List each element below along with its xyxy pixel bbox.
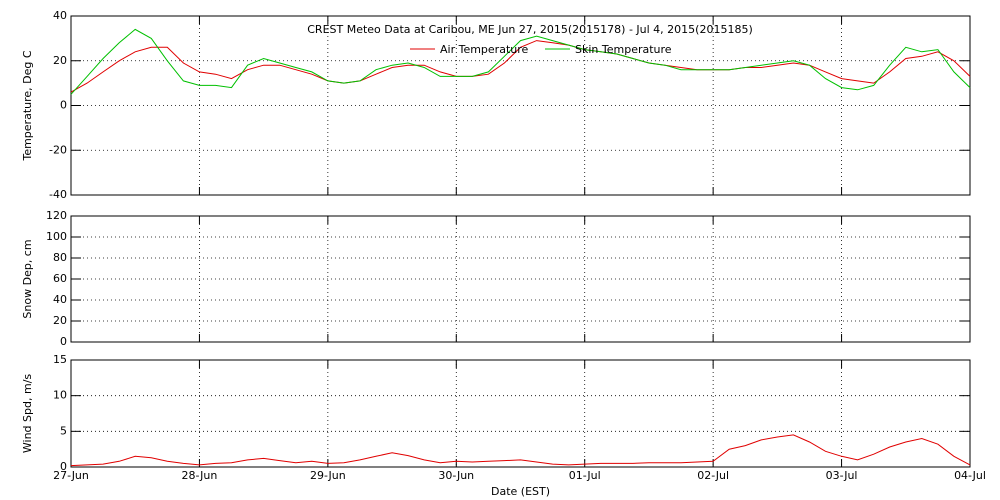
y-tick-label: 15 <box>53 353 67 366</box>
y-axis-label: Wind Spd, m/s <box>21 374 34 454</box>
y-tick-label: 10 <box>53 389 67 402</box>
y-tick-label: 20 <box>53 54 67 67</box>
y-tick-label: 0 <box>60 335 67 348</box>
y-tick-label: -40 <box>49 188 67 201</box>
y-tick-label: 60 <box>53 272 67 285</box>
y-tick-label: 40 <box>53 9 67 22</box>
y-tick-label: 80 <box>53 251 67 264</box>
y-tick-label: 20 <box>53 314 67 327</box>
y-tick-label: 0 <box>60 460 67 473</box>
plot-frame <box>70 359 971 468</box>
data-line <box>70 434 971 467</box>
x-axis-label: Date (EST) <box>491 485 550 498</box>
x-tick-label: 04-Jul <box>954 469 986 482</box>
chart-title: CREST Meteo Data at Caribou, ME Jun 27, … <box>307 23 753 36</box>
data-line <box>70 28 971 95</box>
x-tick-label: 02-Jul <box>697 469 729 482</box>
data-line <box>70 40 971 93</box>
x-tick-label: 27-Jun <box>53 469 89 482</box>
x-tick-label: 29-Jun <box>310 469 346 482</box>
x-tick-label: 01-Jul <box>569 469 601 482</box>
y-tick-label: 5 <box>60 424 67 437</box>
y-tick-label: 0 <box>60 99 67 112</box>
y-axis-label: Temperature, Deg C <box>21 50 34 161</box>
x-tick-label: 30-Jun <box>438 469 474 482</box>
y-tick-label: 120 <box>46 209 67 222</box>
x-tick-label: 28-Jun <box>182 469 218 482</box>
y-tick-label: -20 <box>49 143 67 156</box>
legend-label: Air Temperature <box>440 43 529 56</box>
legend-label: Skin Temperature <box>575 43 672 56</box>
y-tick-label: 100 <box>46 230 67 243</box>
y-axis-label: Snow Dep, cm <box>21 239 34 318</box>
y-tick-label: 40 <box>53 293 67 306</box>
x-tick-label: 03-Jul <box>826 469 858 482</box>
